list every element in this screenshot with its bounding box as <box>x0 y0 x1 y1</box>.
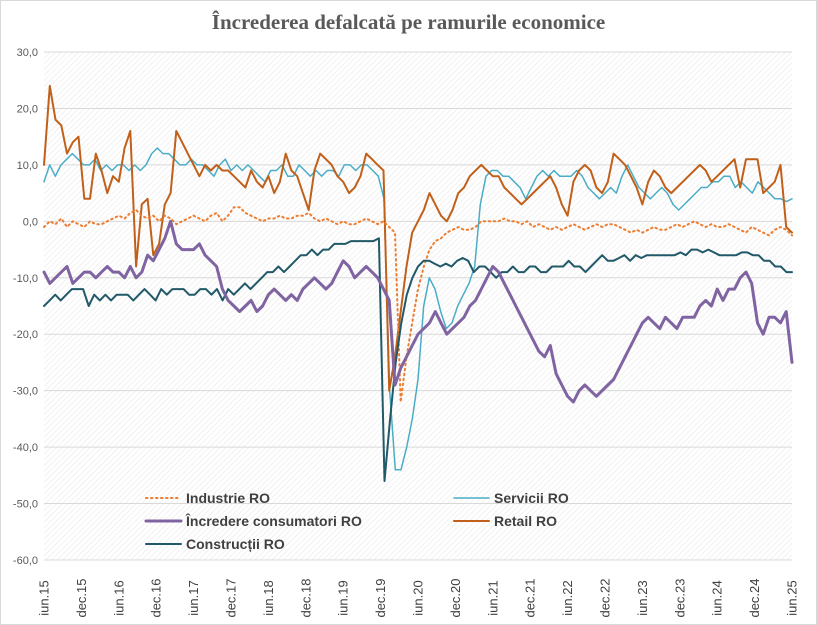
series-line-0 <box>43 206 793 403</box>
x-tick-label: iun.17 <box>186 580 201 615</box>
y-tick-label: -60,0 <box>13 555 38 567</box>
y-tick-label: 20,0 <box>17 103 38 115</box>
chart-title: Încrederea defalcată pe ramurile economi… <box>211 10 606 34</box>
x-tick-label: iun.19 <box>336 580 351 615</box>
series-line-4 <box>43 237 793 482</box>
x-tick-label: iun.25 <box>785 580 800 615</box>
series-lines <box>42 84 794 482</box>
y-tick-label: -30,0 <box>13 386 38 398</box>
x-axis: iun.15 dec.15 iun.16 dec.16 iun.17 dec.17 iun.… <box>37 578 800 617</box>
x-tick-label: iun.20 <box>411 580 426 615</box>
series-line-2 <box>42 219 794 404</box>
x-tick-label: iun.24 <box>710 580 725 615</box>
x-tick-label: dec.18 <box>298 578 313 617</box>
x-tick-label: iun.15 <box>37 580 52 615</box>
y-tick-label: -50,0 <box>13 499 38 511</box>
x-tick-label: dec.20 <box>448 578 463 617</box>
x-tick-label: iun.23 <box>635 580 650 615</box>
x-tick-label: dec.24 <box>747 578 762 617</box>
x-tick-label: dec.21 <box>523 578 538 617</box>
x-tick-label: iun.22 <box>560 580 575 615</box>
y-tick-label: 10,0 <box>17 160 38 172</box>
x-tick-label: dec.16 <box>149 578 164 617</box>
y-tick-label: -10,0 <box>13 273 38 285</box>
legend-label: Servicii RO <box>494 490 569 506</box>
plot-area <box>44 52 792 560</box>
legend-label: Construcții RO <box>186 536 285 552</box>
legend-label: Retail RO <box>494 513 557 529</box>
y-tick-label: 0,0 <box>23 216 38 228</box>
y-tick-label: -40,0 <box>13 442 38 454</box>
x-tick-label: dec.17 <box>224 578 239 617</box>
series-line-1 <box>43 147 793 471</box>
y-tick-label: 30,0 <box>17 47 38 59</box>
x-tick-label: iun.21 <box>485 580 500 615</box>
y-tick-label: -20,0 <box>13 329 38 341</box>
x-tick-label: iun.16 <box>111 580 126 615</box>
x-tick-label: dec.22 <box>598 578 613 617</box>
legend: Industrie RO Servicii RO Încredere consuma… <box>144 490 569 552</box>
y-axis: 30,0 20,0 10,0 0,0 -10,0 -20,0 -30,0 -40,0 -50,0… <box>13 47 38 567</box>
x-tick-label: iun.18 <box>261 580 276 615</box>
legend-label: Industrie RO <box>186 490 270 506</box>
legend-label: Încredere consumatori RO <box>185 512 362 529</box>
x-tick-label: dec.15 <box>74 578 89 617</box>
x-tick-label: dec.23 <box>672 578 687 617</box>
series-line-3 <box>43 84 793 392</box>
x-tick-label: dec.19 <box>373 578 388 617</box>
